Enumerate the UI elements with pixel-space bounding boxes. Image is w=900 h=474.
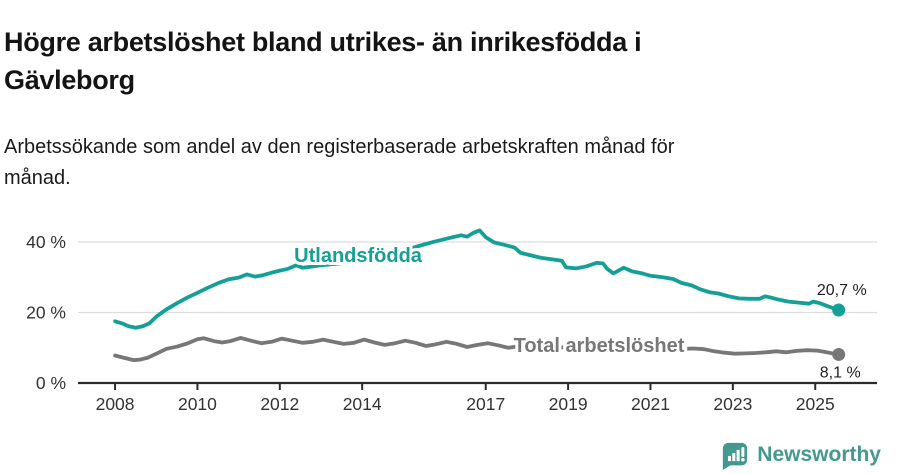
exclamation-dot-icon bbox=[741, 457, 745, 461]
series-line-0 bbox=[113, 228, 841, 330]
value-annotation-1: 8,1 % bbox=[820, 364, 861, 381]
series-label-1: Total arbetslöshet bbox=[514, 335, 685, 357]
value-annotation-0: 20,7 % bbox=[817, 282, 867, 299]
page-title: Högre arbetslöshet bland utrikes- än inr… bbox=[4, 23, 814, 99]
x-tick-label: 2010 bbox=[178, 394, 217, 414]
y-tick-label: 20 % bbox=[26, 303, 66, 323]
series-end-dot-0 bbox=[832, 303, 846, 317]
x-tick-label: 2012 bbox=[260, 394, 299, 414]
page-title-line1: Högre arbetslöshet bland utrikes- än inr… bbox=[4, 27, 642, 58]
y-tick-label: 40 % bbox=[26, 232, 66, 252]
x-tick-label: 2017 bbox=[466, 394, 505, 414]
bar-icon bbox=[728, 455, 732, 461]
page-title-line2: Gävleborg bbox=[4, 65, 135, 96]
bar-icon bbox=[732, 452, 736, 461]
newsworthy-wordmark: Newsworthy bbox=[757, 443, 881, 466]
chart-subtitle-line1: Arbetssökande som andel av den registerb… bbox=[4, 136, 675, 158]
x-tick-label: 2008 bbox=[96, 394, 135, 414]
x-tick-label: 2025 bbox=[796, 394, 835, 414]
chart-subtitle-line2: månad. bbox=[4, 167, 71, 189]
exclamation-icon bbox=[741, 446, 745, 457]
x-tick-label: 2023 bbox=[713, 394, 752, 414]
bar-icon bbox=[736, 449, 740, 461]
series-label-0: Utlandsfödda bbox=[294, 245, 423, 267]
series-end-dot-1 bbox=[832, 347, 846, 361]
x-tick-label: 2021 bbox=[631, 394, 670, 414]
chart-subtitle: Arbetssökande som andel av den registerb… bbox=[4, 132, 854, 194]
line-chart: 0 % 20 % 40 % 2008 2010 2012 2014 2017 2019 2021 2… bbox=[26, 228, 877, 414]
newsworthy-bubble-icon bbox=[723, 442, 748, 470]
x-tick-label: 2014 bbox=[343, 394, 382, 414]
y-tick-label: 0 % bbox=[36, 373, 66, 393]
footer: Newsworthy bbox=[720, 439, 881, 471]
series-line-1 bbox=[113, 335, 841, 363]
newsworthy-logo[interactable]: Newsworthy bbox=[720, 440, 881, 471]
x-tick-label: 2019 bbox=[549, 394, 588, 414]
